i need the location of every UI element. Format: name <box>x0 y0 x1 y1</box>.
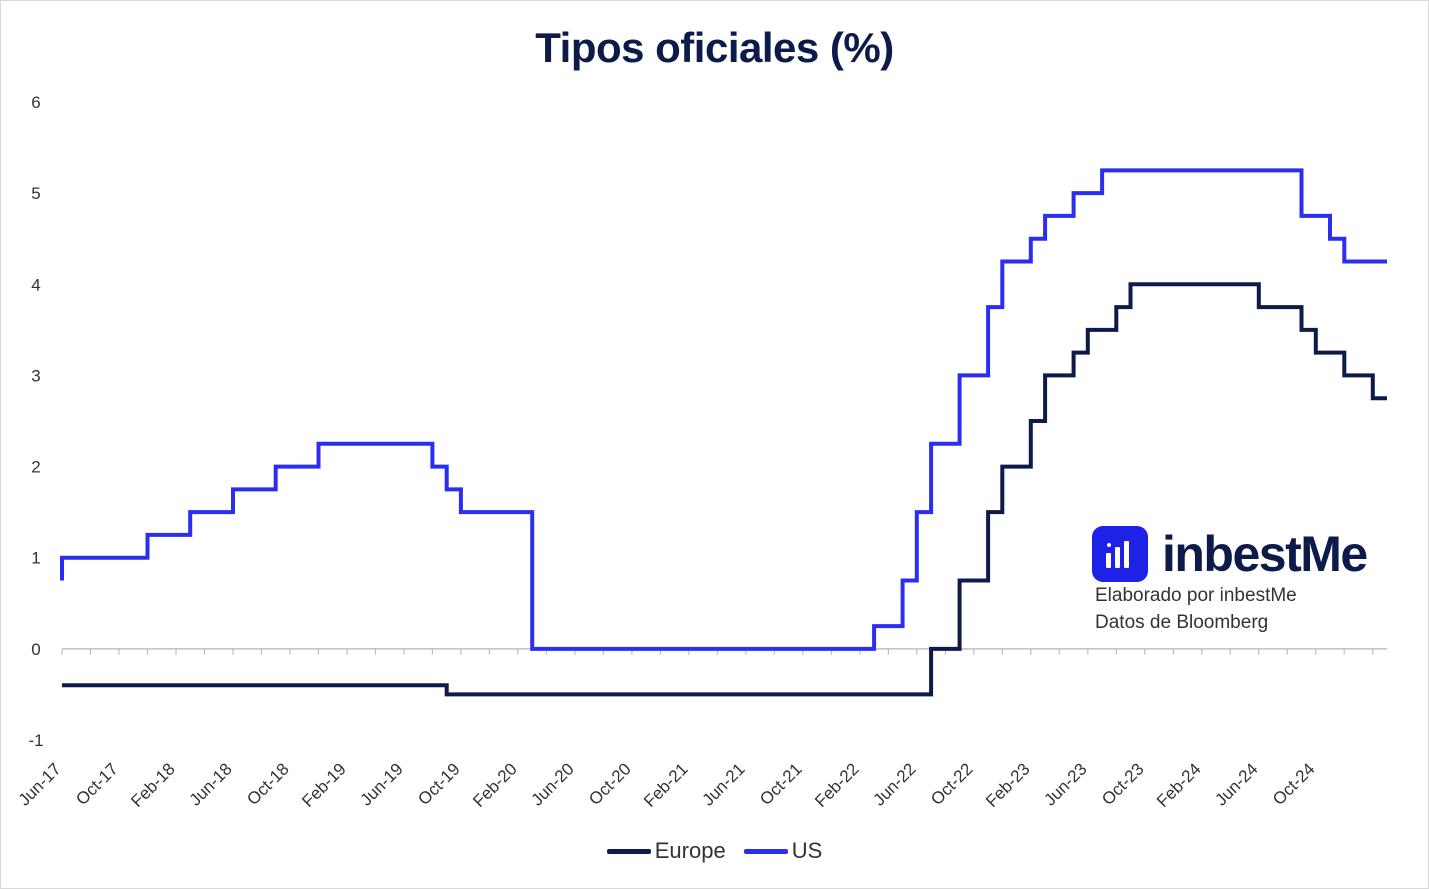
y-tick-label: 0 <box>31 640 40 659</box>
legend-item-us: US <box>743 838 823 864</box>
x-tick-label: Oct-19 <box>414 759 464 809</box>
x-tick-label: Feb-24 <box>1153 759 1205 811</box>
x-tick-label: Oct-20 <box>585 759 635 809</box>
x-tick-label: Feb-19 <box>298 759 350 811</box>
y-tick-label: 3 <box>31 366 40 385</box>
y-tick-label: 6 <box>31 93 40 112</box>
legend-swatch-europe <box>606 848 651 854</box>
legend-swatch-us <box>743 848 788 854</box>
x-tick-label: Feb-22 <box>811 759 863 811</box>
x-tick-label: Feb-23 <box>982 759 1034 811</box>
x-tick-label: Oct-24 <box>1269 759 1319 809</box>
x-tick-label: Feb-20 <box>469 759 521 811</box>
y-tick-label: 2 <box>31 458 40 477</box>
x-tick-label: Oct-18 <box>243 759 293 809</box>
legend-label-us: US <box>791 838 823 863</box>
series-line-europe <box>62 282 1387 697</box>
x-tick-label: Jun-21 <box>699 759 749 809</box>
chart-legend: Europe US <box>0 838 1429 864</box>
x-tick-label: Oct-17 <box>72 759 122 809</box>
brand-source: Datos de Bloomberg <box>1095 612 1269 633</box>
chart-title: Tipos oficiales (%) <box>535 24 894 71</box>
inbestme-logo-icon <box>1092 526 1148 582</box>
x-tick-label: Jun-17 <box>15 759 65 809</box>
brand-name: inbestMe <box>1162 526 1368 582</box>
brand-watermark: inbestMe Elaborado por inbestMe Datos de… <box>1092 526 1422 636</box>
y-tick-label: 1 <box>31 549 40 568</box>
y-tick-label: 4 <box>31 275 40 294</box>
legend-item-europe: Europe <box>606 838 726 864</box>
x-tick-label: Oct-22 <box>927 759 977 809</box>
x-tick-label: Oct-23 <box>1098 759 1148 809</box>
x-tick-label: Jun-23 <box>1040 759 1090 809</box>
y-tick-label: 5 <box>31 184 40 203</box>
x-tick-label: Jun-18 <box>186 759 236 809</box>
x-tick-label: Jun-20 <box>528 759 578 809</box>
x-tick-label: Jun-24 <box>1211 759 1261 809</box>
x-tick-label: Jun-22 <box>869 759 919 809</box>
brand-credit: Elaborado por inbestMe <box>1095 585 1297 606</box>
x-tick-label: Jun-19 <box>357 759 407 809</box>
legend-label-europe: Europe <box>654 838 726 863</box>
y-tick-label: -1 <box>28 731 43 750</box>
x-tick-label: Oct-21 <box>756 759 806 809</box>
x-tick-label: Feb-21 <box>640 759 692 811</box>
series-line-us <box>60 168 1387 651</box>
x-tick-label: Feb-18 <box>127 759 179 811</box>
